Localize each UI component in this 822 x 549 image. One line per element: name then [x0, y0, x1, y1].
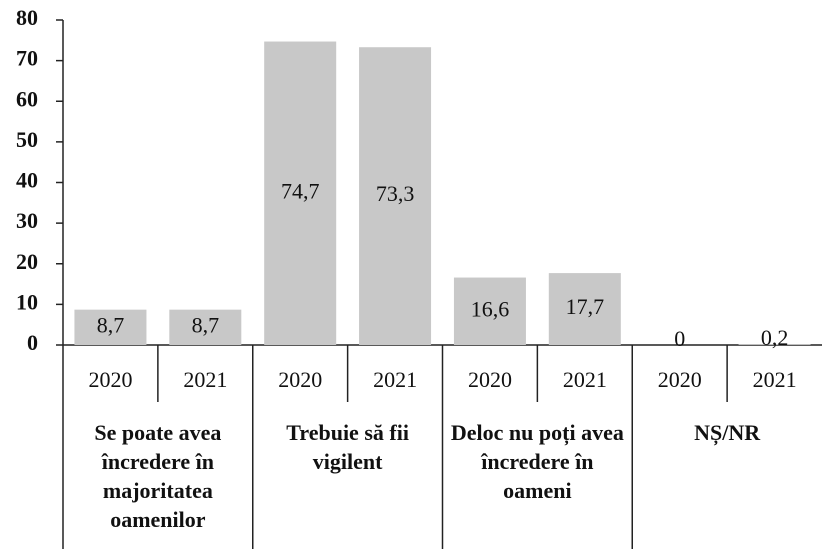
bar — [264, 41, 337, 345]
x-tick-label: 2020 — [468, 367, 512, 392]
y-tick-label: 80 — [16, 5, 38, 30]
x-tick-label: 2021 — [753, 367, 797, 392]
y-tick-label: 10 — [16, 289, 38, 314]
x-tick-label: 2021 — [183, 367, 227, 392]
x-tick-label: 2020 — [88, 367, 132, 392]
value-label: 16,6 — [471, 296, 510, 321]
y-tick-label: 50 — [16, 127, 38, 152]
value-label: 74,7 — [281, 178, 320, 203]
value-label: 0,2 — [761, 325, 789, 350]
bar — [548, 273, 621, 345]
y-tick-label: 0 — [27, 330, 38, 355]
x-tick-label: 2020 — [658, 367, 702, 392]
y-tick-label: 20 — [16, 249, 38, 274]
value-label: 8,7 — [192, 312, 220, 337]
bar — [359, 47, 432, 345]
x-tick-label: 2020 — [278, 367, 322, 392]
y-tick-label: 30 — [16, 208, 38, 233]
x-tick-label: 2021 — [563, 367, 607, 392]
group-label: Se poate avea încredere în majoritatea o… — [94, 420, 222, 532]
y-tick-label: 70 — [16, 46, 38, 71]
value-label: 17,7 — [566, 294, 605, 319]
value-label: 8,7 — [97, 312, 125, 337]
bar — [169, 309, 242, 345]
y-tick-label: 40 — [16, 168, 38, 193]
x-tick-label: 2021 — [373, 367, 417, 392]
group-label: NȘ/NR — [694, 420, 761, 445]
y-tick-label: 60 — [16, 86, 38, 111]
value-label: 73,3 — [376, 181, 415, 206]
value-label: 0 — [674, 326, 685, 351]
group-label: Deloc nu poți avea încredere în oameni — [450, 420, 624, 503]
bar — [74, 309, 147, 345]
bar — [453, 277, 526, 345]
group-label: Trebuie să fii vigilent — [286, 420, 409, 474]
bar — [738, 344, 811, 345]
